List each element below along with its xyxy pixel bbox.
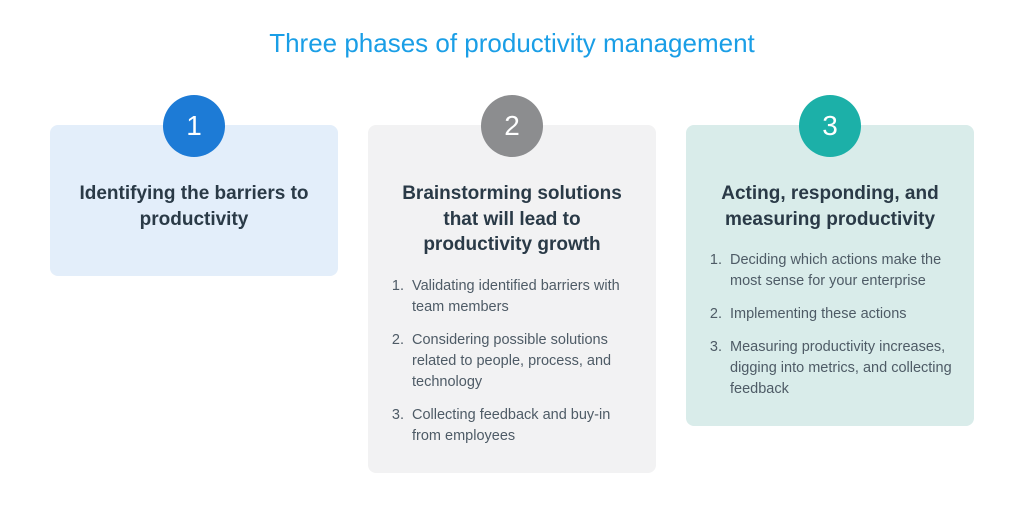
- phase-card-3: 3 Acting, responding, and measuring prod…: [686, 125, 974, 426]
- phase-list-item: Collecting feedback and buy-in from empl…: [408, 405, 634, 447]
- phase-cards-row: 1 Identifying the barriers to productivi…: [50, 95, 974, 473]
- phase-list-item: Measuring productivity increases, diggin…: [726, 337, 952, 400]
- phase-badge-3: 3: [799, 95, 861, 157]
- phase-list-item: Implementing these actions: [726, 304, 952, 325]
- phase-list-item: Deciding which actions make the most sen…: [726, 250, 952, 292]
- phase-badge-1: 1: [163, 95, 225, 157]
- phase-heading-1: Identifying the barriers to productivity: [72, 181, 316, 232]
- phase-list-item: Considering possible solutions related t…: [408, 330, 634, 393]
- phase-list-item: Validating identified barriers with team…: [408, 276, 634, 318]
- phase-list-3: Deciding which actions make the most sen…: [708, 250, 952, 400]
- phase-card-2: 2 Brainstorming solutions that will lead…: [368, 125, 656, 473]
- phase-heading-3: Acting, responding, and measuring produc…: [708, 181, 952, 232]
- main-title: Three phases of productivity management: [50, 28, 974, 59]
- phase-card-1: 1 Identifying the barriers to productivi…: [50, 125, 338, 276]
- phase-badge-2: 2: [481, 95, 543, 157]
- phase-list-2: Validating identified barriers with team…: [390, 276, 634, 447]
- infographic-container: Three phases of productivity management …: [0, 0, 1024, 528]
- phase-heading-2: Brainstorming solutions that will lead t…: [390, 181, 634, 258]
